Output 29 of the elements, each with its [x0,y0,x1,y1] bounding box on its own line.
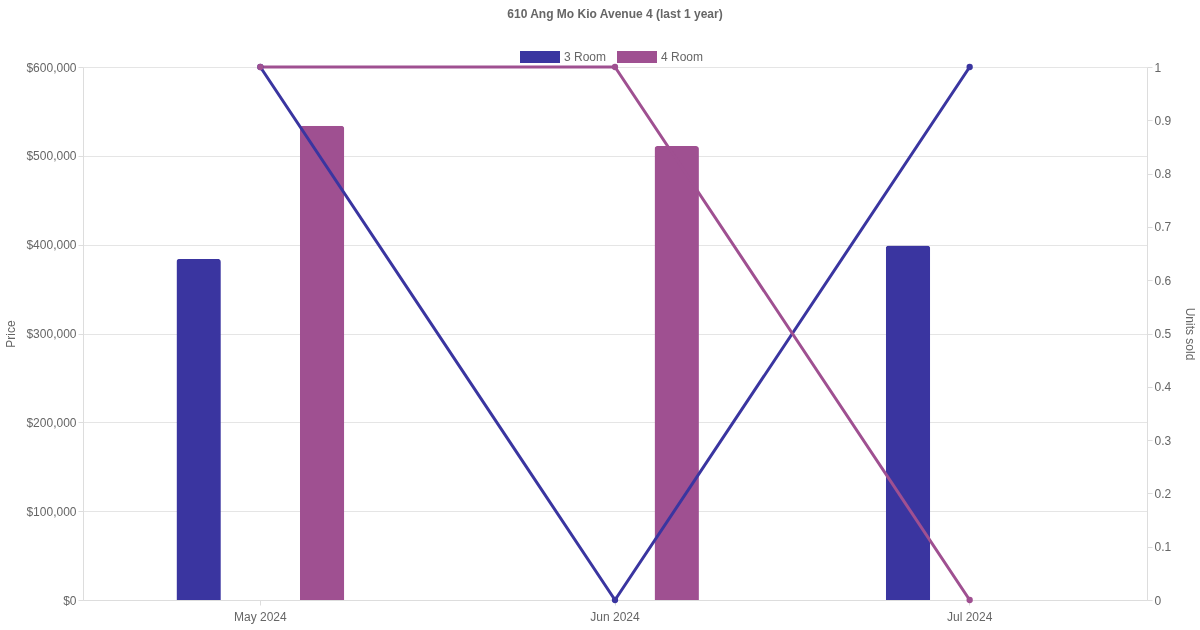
y2-axis-title: Units sold [1183,307,1198,361]
bar [885,245,931,600]
y2-tick-label: 0.4 [1154,380,1172,395]
y-tick-label: $400,000 [26,238,77,253]
y2-tick-label: 1 [1154,60,1162,75]
y2-tick-label: 0.9 [1154,113,1172,128]
y2-tick-label: 0.8 [1154,167,1172,182]
y2-tick-label: 0 [1154,593,1162,608]
y2-tick-label: 0.5 [1154,327,1172,341]
y-tick-label: $600,000 [26,60,77,75]
bar [299,125,345,600]
y2-tick-label: 0.1 [1154,540,1172,555]
y-tick-label: $0 [63,593,77,608]
y2-tick-label: 0.6 [1154,273,1172,288]
y-tick-label: $200,000 [26,415,77,430]
legend-label: 3 Room [564,50,607,64]
y-tick-label: $300,000 [26,327,77,341]
legend-label: 4 Room [661,50,704,64]
x-tick-label: Jul 2024 [946,609,993,624]
y2-tick-label: 0.2 [1154,486,1172,501]
y2-tick-label: 0.7 [1154,220,1172,235]
y-axis-title: Price [4,320,19,348]
y-tick-label: $100,000 [26,504,77,519]
bar [176,258,221,600]
x-tick-label: Jun 2024 [590,609,641,624]
chart-title: 610 Ang Mo Kio Avenue 4 (last 1 year) [507,7,723,21]
x-tick-label: May 2024 [233,609,288,624]
y2-tick-label: 0.3 [1154,433,1172,448]
y-tick-label: $500,000 [26,149,77,164]
